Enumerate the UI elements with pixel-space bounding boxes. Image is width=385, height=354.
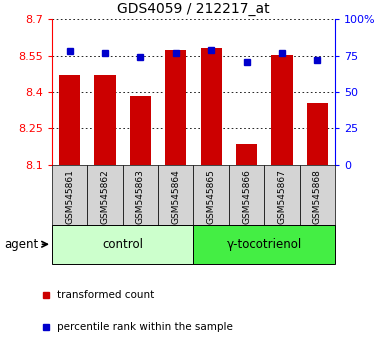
Bar: [193, 165, 229, 225]
Text: GSM545861: GSM545861: [65, 170, 74, 224]
Bar: [300, 165, 335, 225]
Text: GSM545867: GSM545867: [277, 170, 286, 224]
Bar: [201, 48, 222, 165]
Bar: [193, 225, 335, 264]
Bar: [165, 50, 186, 165]
Text: control: control: [102, 238, 143, 251]
Text: GSM545863: GSM545863: [136, 170, 145, 224]
Bar: [229, 165, 264, 225]
Text: GSM545865: GSM545865: [207, 170, 216, 224]
Text: GSM545868: GSM545868: [313, 170, 322, 224]
Bar: [52, 225, 193, 264]
Text: γ-tocotrienol: γ-tocotrienol: [227, 238, 302, 251]
Text: GSM545862: GSM545862: [100, 170, 110, 224]
Bar: [130, 96, 151, 165]
Bar: [264, 165, 300, 225]
Bar: [306, 103, 328, 165]
Bar: [123, 165, 158, 225]
Text: GSM545866: GSM545866: [242, 170, 251, 224]
Text: agent: agent: [4, 238, 38, 251]
Bar: [94, 75, 116, 165]
Bar: [236, 144, 257, 165]
Bar: [87, 165, 123, 225]
Text: transformed count: transformed count: [57, 290, 155, 300]
Text: GSM545864: GSM545864: [171, 170, 180, 224]
Bar: [59, 75, 80, 165]
Bar: [271, 55, 293, 165]
Bar: [52, 165, 87, 225]
Title: GDS4059 / 212217_at: GDS4059 / 212217_at: [117, 2, 270, 16]
Bar: [158, 165, 193, 225]
Text: percentile rank within the sample: percentile rank within the sample: [57, 321, 233, 332]
